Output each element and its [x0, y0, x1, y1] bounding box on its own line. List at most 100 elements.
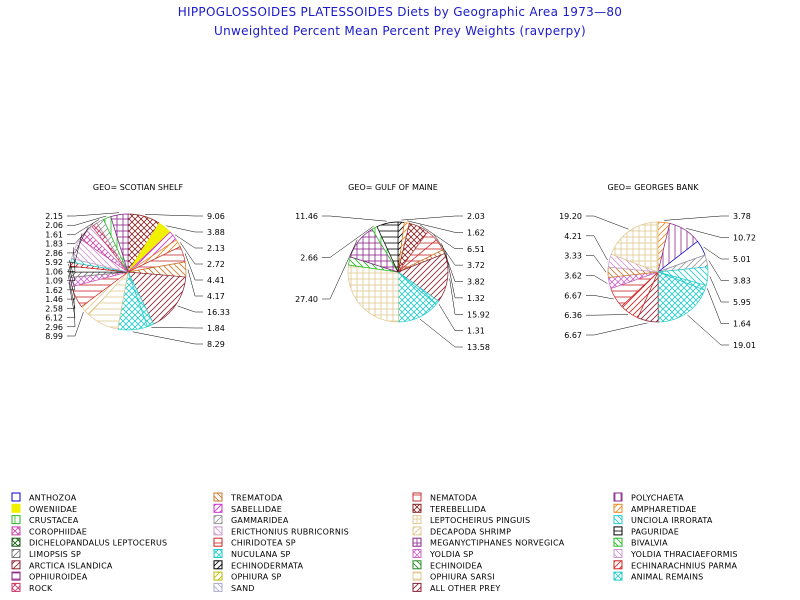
value-label: 2.86: [45, 249, 63, 258]
legend-label: OWENIIDAE: [29, 505, 77, 514]
legend-label: ECHINOIDEA: [430, 561, 483, 570]
slice-arctica-islandica: [397, 253, 449, 302]
legend-item-rock: ROCK: [11, 582, 53, 593]
legend-label: AMPHARETIDAE: [631, 505, 697, 514]
legend-label: CHIRIDOTEA SP: [231, 539, 296, 548]
value-label: 1.06: [45, 267, 63, 276]
legend-swatch: [613, 503, 623, 513]
legend-label: ANTHOZOA: [29, 494, 77, 503]
legend-swatch: [213, 515, 223, 525]
slice-meganyctiphanes-norvegica: [110, 213, 129, 273]
legend-swatch: [412, 526, 422, 536]
legend-item-ophiura-sarsi: OPHIURA SARSI: [412, 571, 495, 582]
legend-swatch: [613, 549, 623, 558]
legend-label: OPHIUROIDEA: [29, 573, 88, 582]
legend-swatch: [11, 549, 21, 558]
legend-swatch: [11, 515, 21, 525]
value-label: 1.09: [45, 277, 63, 286]
pie-geo-georges-bank: GEO= GEORGES BANK 3.78 10.72 5.01 3.83 5.95 1.…: [559, 183, 756, 350]
legend-item-ampharetidae: AMPHARETIDAE: [613, 503, 697, 514]
legend-item-polychaeta: POLYCHAETA: [613, 492, 684, 503]
legend-swatch: [613, 515, 623, 525]
legend-swatch: [412, 492, 422, 502]
legend-item-nuculana-sp: NUCULANA SP: [213, 549, 291, 559]
value-label: 6.51: [467, 245, 485, 254]
legend-swatch: [11, 560, 21, 570]
value-label: 2.72: [207, 260, 225, 269]
legend-label: BIVALVIA: [631, 539, 668, 548]
value-label: 1.62: [45, 286, 63, 295]
legend-item-anthozoa: ANTHOZOA: [11, 492, 77, 503]
legend-label: ECHINODERMATA: [231, 561, 303, 570]
value-label: 2.66: [300, 254, 318, 263]
chart-title: HIPPOGLOSSOIDES PLATESSOIDES Diets by Ge…: [177, 5, 623, 19]
value-label: 3.33: [564, 252, 582, 261]
legend-item-yoldia-thraciaeformis: YOLDIA THRACIAEFORMIS: [613, 549, 737, 559]
legend-swatch: [213, 526, 223, 536]
legend-item-echinarachnius-parma: ECHINARACHNIUS PARMA: [613, 560, 737, 570]
legend-label: PAGURIDAE: [631, 527, 679, 536]
legend-label: NUCULANA SP: [231, 550, 291, 559]
legend-swatch: [11, 492, 21, 502]
legend-swatch: [213, 537, 223, 547]
legend-swatch: [213, 560, 223, 570]
slice-arctica-islandica: [127, 271, 187, 325]
value-label: 10.72: [733, 234, 756, 243]
value-label: 4.41: [207, 276, 225, 285]
value-label: 3.72: [467, 261, 485, 270]
legend-swatch: [613, 571, 623, 581]
legend-swatch: [412, 560, 422, 570]
value-label: 2.15: [45, 212, 63, 221]
legend-label: ANIMAL REMAINS: [631, 573, 703, 582]
legend-label: SABELLIDAE: [231, 505, 282, 514]
legend-swatch: [412, 537, 422, 547]
legend-item-yoldia-sp: YOLDIA SP: [412, 549, 473, 559]
legend-label: ROCK: [29, 584, 53, 593]
legend-label: DECAPODA SHRIMP: [430, 527, 511, 536]
legend-swatch: [412, 582, 422, 592]
value-label: 9.06: [207, 212, 225, 221]
legend-item-crustacea: CRUSTACEA: [11, 515, 79, 525]
value-label: 27.40: [295, 295, 318, 304]
legend-label: TREMATODA: [230, 494, 283, 503]
legend-swatch: [213, 571, 223, 581]
legend-item-animal-remains: ANIMAL REMAINS: [613, 571, 703, 582]
chart-subtitle: Unweighted Percent Mean Percent Prey Wei…: [214, 24, 586, 38]
legend-item-ophiura-sp: OPHIURA SP: [213, 571, 281, 582]
legend-label: TEREBELLIDA: [429, 505, 486, 514]
pie-title: GEO= GULF OF MAINE: [348, 183, 438, 192]
value-label: 15.92: [467, 310, 490, 319]
legend-item-gammaridea: GAMMARIDEA: [213, 515, 289, 525]
legend-swatch: [213, 549, 223, 558]
value-label: 2.03: [467, 212, 485, 221]
legend-label: CRUSTACEA: [29, 516, 79, 525]
legend-item-sabellidae: SABELLIDAE: [213, 503, 282, 514]
legend-item-corophiidae: COROPHIIDAE: [11, 526, 87, 536]
value-label: 6.67: [564, 291, 582, 300]
legend-item-decapoda-shrimp: DECAPODA SHRIMP: [412, 526, 511, 536]
legend-label: LEPTOCHEIRUS PINGUIS: [430, 516, 530, 525]
legend-swatch: [11, 537, 21, 547]
legend-label: MEGANYCTIPHANES NORVEGICA: [430, 539, 565, 548]
value-label: 5.92: [45, 258, 63, 267]
legend-label: ARCTICA ISLANDICA: [29, 561, 113, 570]
legend-label: DICHELOPANDALUS LEPTOCERUS: [29, 539, 167, 548]
value-label: 5.01: [733, 255, 751, 264]
value-label: 3.83: [733, 277, 751, 286]
value-label: 3.82: [467, 278, 485, 287]
legend-swatch: [613, 560, 623, 570]
value-label: 3.88: [207, 228, 225, 237]
value-label: 4.17: [207, 292, 225, 301]
value-label: 2.06: [45, 221, 63, 230]
legend-label: UNCIOLA IRRORATA: [631, 516, 713, 525]
legend-swatch: [11, 582, 21, 592]
legend-item-leptocheirus-pinguis: LEPTOCHEIRUS PINGUIS: [412, 515, 530, 525]
legend-swatch: [613, 537, 623, 547]
legend-swatch: [11, 571, 21, 581]
legend-item-arctica-islandica: ARCTICA ISLANDICA: [11, 560, 113, 570]
legend-item-ophiuroidea: OPHIUROIDEA: [11, 571, 88, 582]
value-label: 4.21: [564, 232, 582, 241]
legend-label: LIMOPSIS SP: [29, 550, 81, 559]
value-label: 3.78: [733, 212, 751, 221]
